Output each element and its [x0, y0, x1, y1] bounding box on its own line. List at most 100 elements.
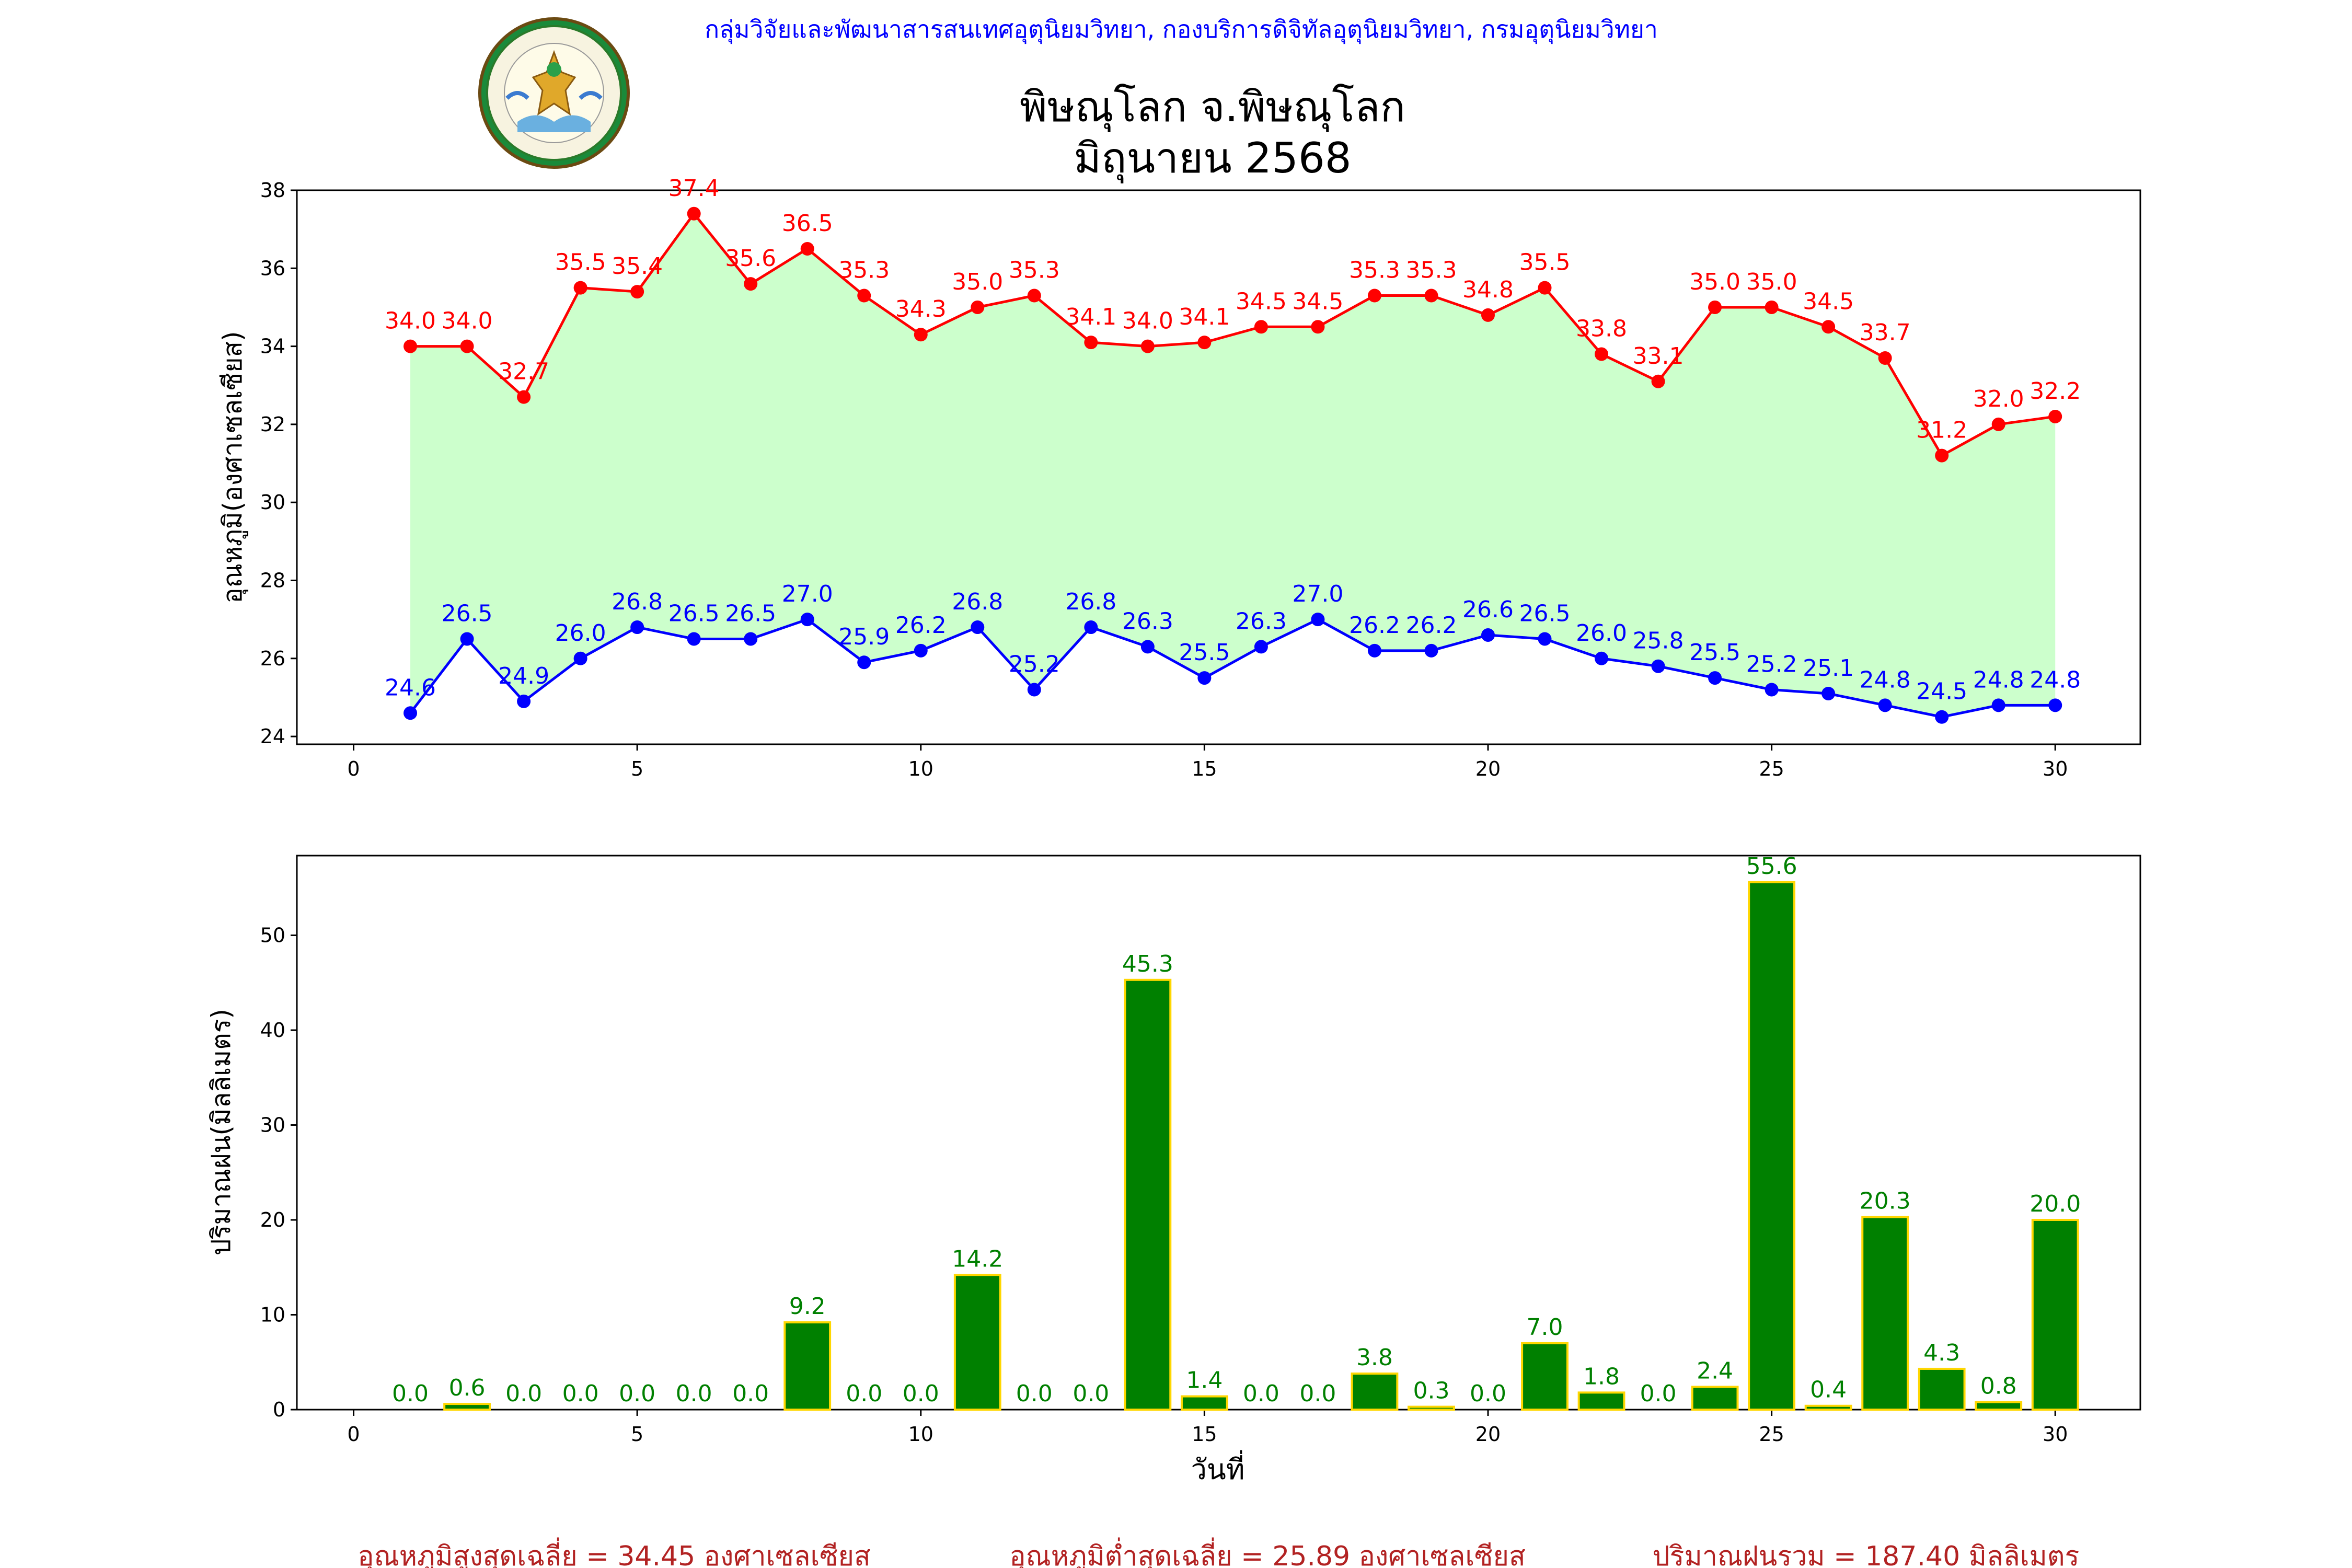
- rainfall-bar-label: 0.8: [1980, 1373, 2017, 1399]
- max-temperature-point: [687, 206, 701, 221]
- max-temperature-label: 37.4: [668, 175, 720, 202]
- temperature-y-tick-label: 38: [260, 179, 285, 202]
- max-temperature-label: 35.4: [612, 253, 663, 280]
- min-temperature-point: [573, 651, 587, 665]
- min-temperature-label: 24.5: [1916, 678, 1967, 705]
- rainfall-x-axis-label: วันที่: [1191, 1450, 1245, 1486]
- min-temperature-point: [1821, 686, 1836, 700]
- min-temperature-label: 26.5: [1519, 600, 1571, 627]
- min-temperature-label: 25.9: [838, 624, 890, 650]
- max-temperature-point: [744, 277, 758, 291]
- temperature-y-tick-label: 36: [260, 257, 285, 280]
- temperature-x-tick-label: 0: [347, 757, 360, 780]
- min-temperature-point: [1878, 698, 1892, 712]
- rainfall-bar: [1918, 1367, 1966, 1411]
- rainfall-bar-label: 1.4: [1186, 1367, 1223, 1394]
- min-temperature-point: [1140, 640, 1155, 654]
- min-temperature-label: 25.5: [1179, 639, 1230, 666]
- min-temperature-point: [1481, 628, 1495, 642]
- min-temperature-point: [1197, 671, 1212, 685]
- max-temperature-label: 33.8: [1576, 316, 1627, 342]
- min-temperature-point: [2048, 698, 2062, 712]
- max-temperature-label: 34.8: [1462, 276, 1514, 303]
- max-temperature-label: 35.6: [725, 245, 776, 272]
- max-temperature-point: [1481, 308, 1495, 322]
- max-temperature-point: [1935, 448, 1949, 463]
- min-temperature-label: 26.6: [1462, 596, 1514, 623]
- min-temperature-point: [630, 620, 644, 635]
- max-temperature-label: 35.0: [952, 269, 1003, 295]
- rainfall-bar: [953, 1274, 1001, 1411]
- rainfall-bar: [1577, 1391, 1625, 1411]
- rainfall-bar-label: 0.6: [449, 1375, 486, 1401]
- max-temperature-label: 34.5: [1803, 288, 1854, 315]
- min-temperature-label: 24.8: [1860, 666, 1911, 693]
- max-temperature-point: [1878, 351, 1892, 365]
- max-temperature-label: 34.0: [442, 308, 493, 335]
- min-temperature-line: [409, 618, 2056, 719]
- chart-title-month: มิถุนายน 2568: [1074, 134, 1351, 183]
- max-temperature-label: 32.7: [498, 359, 549, 385]
- min-temperature-label: 26.2: [1405, 612, 1457, 639]
- min-temperature-label: 26.5: [668, 600, 720, 627]
- min-temperature-point: [1935, 710, 1949, 724]
- rainfall-bar-label: 0.0: [1073, 1380, 1109, 1407]
- rainfall-bar-label: 7.0: [1527, 1314, 1563, 1341]
- min-temperature-point: [971, 620, 985, 635]
- min-temperature-point: [1765, 683, 1779, 697]
- rainfall-bar: [783, 1321, 832, 1411]
- rainfall-bar-label: 0.0: [676, 1380, 712, 1407]
- temperature-y-tick-label: 30: [260, 491, 285, 514]
- min-temperature-label: 25.1: [1803, 655, 1854, 682]
- min-temperature-label: 24.8: [2030, 666, 2081, 693]
- min-temperature-label: 24.9: [498, 663, 549, 689]
- max-temperature-point: [2048, 409, 2062, 423]
- max-temperature-point: [1538, 281, 1552, 295]
- chart-title-station: พิษณุโลก จ.พิษณุโลก: [1020, 83, 1405, 132]
- max-temperature-point: [1027, 289, 1041, 303]
- min-temperature-point: [1991, 698, 2005, 712]
- min-temperature-label: 24.8: [1973, 666, 2024, 693]
- max-temperature-label: 31.2: [1916, 417, 1967, 444]
- min-temperature-label: 26.3: [1122, 608, 1173, 635]
- min-temperature-point: [687, 632, 701, 646]
- max-temperature-point: [1424, 289, 1438, 303]
- rainfall-bar: [1691, 1386, 1739, 1411]
- temperature-x-tick-label: 30: [2043, 757, 2068, 780]
- summary-min-average: อุณหภูมิต่ำสุดเฉลี่ย = 25.89 องศาเซลเซีย…: [1009, 1537, 1525, 1568]
- rainfall-bar: [1180, 1395, 1228, 1411]
- rainfall-y-tick-label: 20: [260, 1208, 285, 1231]
- max-temperature-label: 33.7: [1860, 319, 1911, 346]
- rainfall-bar-label: 14.2: [952, 1246, 1003, 1272]
- rainfall-bar: [2031, 1218, 2079, 1411]
- max-temperature-point: [517, 390, 531, 404]
- rainfall-bar-label: 0.0: [903, 1380, 939, 1407]
- min-temperature-label: 26.8: [612, 589, 663, 615]
- max-temperature-point: [1084, 336, 1098, 350]
- temperature-y-tick-label: 28: [260, 569, 285, 592]
- max-temperature-point: [1651, 374, 1665, 388]
- rainfall-bar-label: 0.0: [619, 1380, 655, 1407]
- min-temperature-point: [1424, 643, 1438, 658]
- max-temperature-point: [914, 328, 928, 342]
- max-temperature-point: [630, 285, 644, 299]
- temperature-plot-area: [296, 189, 2141, 745]
- max-temperature-point: [1595, 347, 1609, 361]
- rainfall-y-tick-label: 0: [273, 1398, 285, 1421]
- temperature-y-axis-label: อุณหภูมิ(องศาเซลเซียส): [217, 331, 248, 603]
- rainfall-bar-label: 0.4: [1810, 1377, 1847, 1403]
- max-temperature-label: 35.3: [1349, 257, 1400, 284]
- rainfall-bar-label: 0.3: [1413, 1378, 1449, 1404]
- min-temperature-point: [1311, 613, 1325, 627]
- min-temperature-point: [1595, 651, 1609, 665]
- rainfall-x-tick-label: 10: [908, 1423, 933, 1446]
- min-temperature-point: [914, 643, 928, 658]
- max-temperature-point: [1254, 320, 1268, 334]
- min-temperature-label: 25.5: [1689, 639, 1740, 666]
- temperature-y-tick-label: 32: [260, 413, 285, 436]
- rainfall-bar: [1748, 881, 1796, 1411]
- max-temperature-label: 34.0: [385, 308, 436, 335]
- rainfall-bar-label: 0.0: [392, 1380, 429, 1407]
- rainfall-y-tick-label: 10: [260, 1303, 285, 1326]
- min-temperature-label: 26.0: [1576, 620, 1627, 647]
